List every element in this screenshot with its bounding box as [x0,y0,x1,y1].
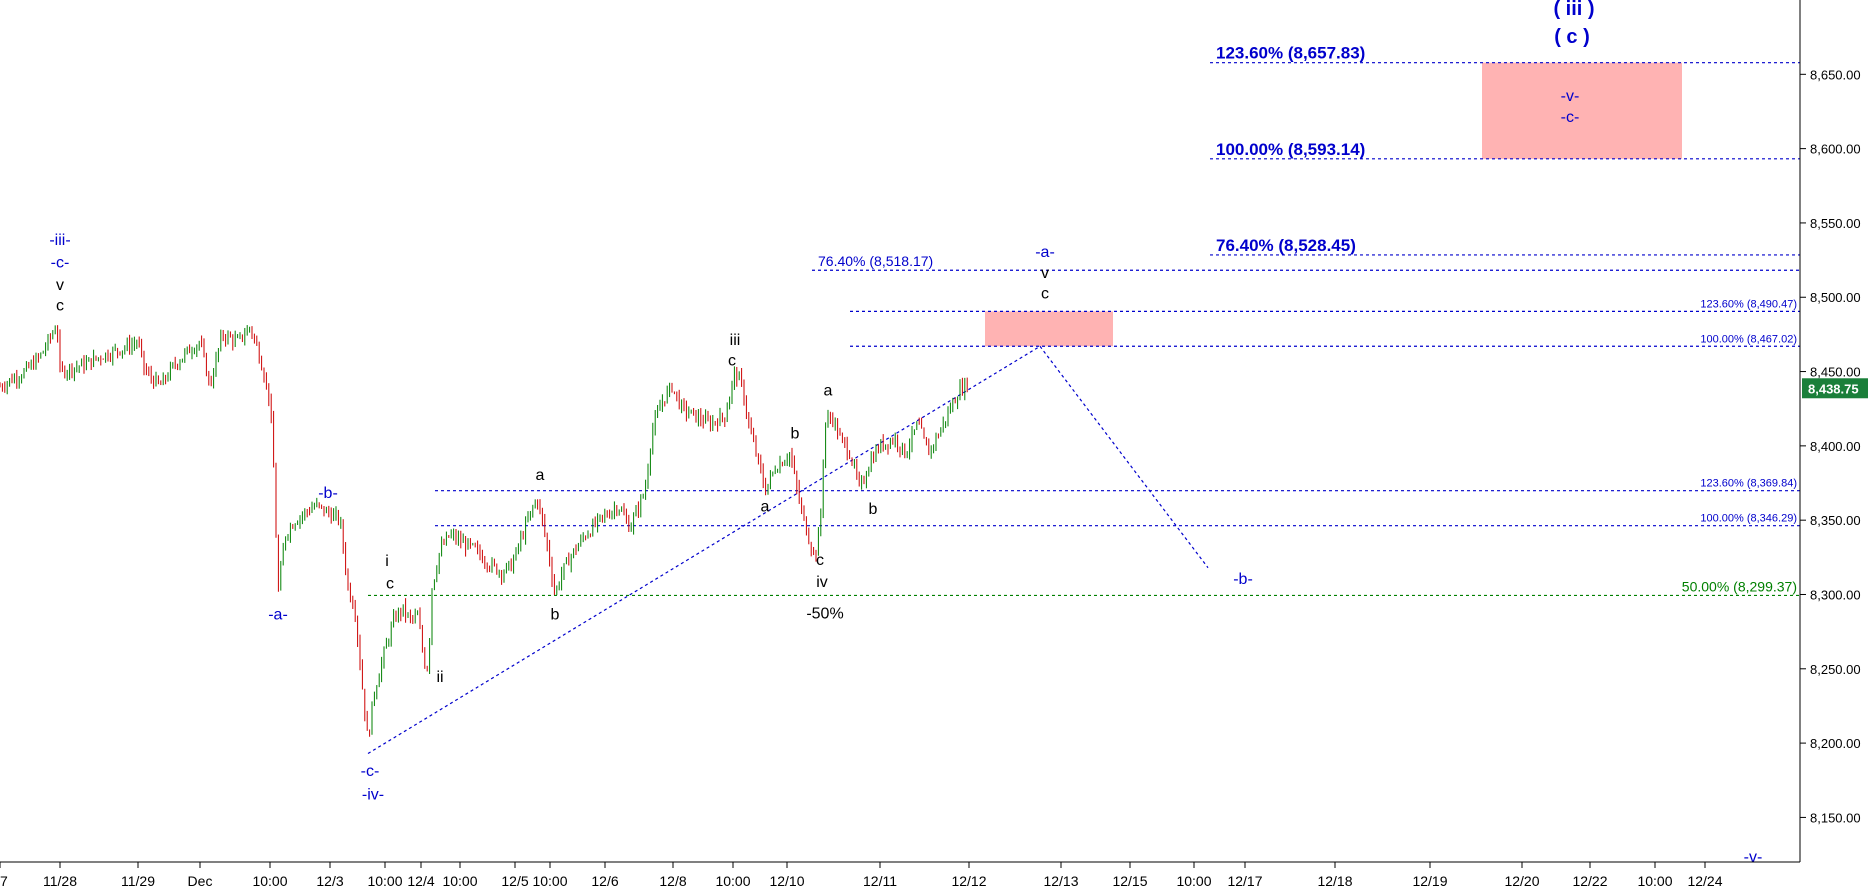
x-tick-label: 12/12 [951,873,986,889]
y-tick-label: 8,350.00 [1810,513,1861,528]
wave-label: iii [730,332,741,349]
x-tick-label: 10:00 [442,873,477,889]
fib-764-left-label: 76.40% (8,518.17) [818,253,933,269]
wave-label: c [816,552,824,569]
x-tick-label: 12/24 [1687,873,1722,889]
wave-label: ( c ) [1554,26,1590,48]
wave-label: b [791,425,800,442]
price-candles [0,325,968,737]
y-tick-label: 8,600.00 [1810,142,1861,157]
x-tick-label: 12/4 [407,873,434,889]
y-tick-label: 8,550.00 [1810,216,1861,231]
wave-label: -c- [1561,109,1580,126]
x-tick-label: 27 [0,873,8,889]
x-tick-label: 10:00 [715,873,750,889]
target-upper-box [1482,62,1682,159]
x-tick-label: Dec [188,873,213,889]
x-tick-label: 10:00 [252,873,287,889]
wave-label: -b- [1233,571,1253,588]
y-tick-label: 8,250.00 [1810,662,1861,677]
wave-label: -v- [1561,88,1580,105]
last-price-badge [1802,378,1868,399]
fib-100-mid-label: 100.00% (8,467.02) [1700,333,1797,345]
trendline [367,345,1041,755]
wave-label: a [824,382,833,399]
wave-label: v [56,277,64,294]
wave-label: -a- [268,607,288,624]
y-tick-label: 8,500.00 [1810,290,1861,305]
x-tick-label: 12/13 [1043,873,1078,889]
target-lower-box [985,311,1113,347]
x-tick-label: 12/10 [769,873,804,889]
x-tick-label: 12/5 [501,873,528,889]
x-tick-label: 12/17 [1227,873,1262,889]
wave-label: -c- [361,763,380,780]
wave-label: -v- [1744,849,1763,866]
target-boxes [985,62,1682,347]
wave-label: -iii- [49,232,70,249]
y-tick-label: 8,150.00 [1810,810,1861,825]
x-tick-label: 12/20 [1504,873,1539,889]
x-tick-label: 12/3 [316,873,343,889]
x-tick-label: 12/15 [1112,873,1147,889]
x-tick-label: 11/29 [121,873,155,889]
wave-label: -b- [318,485,338,502]
wave-label: a [761,498,770,515]
wave-label: ( iii ) [1553,0,1594,20]
fib-123-left-label: 123.60% (8,657.83) [1216,44,1365,63]
wave-label: -a- [1035,244,1055,261]
x-tick-label: 10:00 [1637,873,1672,889]
x-tick-label: 12/18 [1317,873,1352,889]
wave-label: c [56,298,64,315]
fib-764-right-label: 76.40% (8,528.45) [1216,236,1356,255]
y-tick-label: 8,200.00 [1810,736,1861,751]
wave-label: ii [436,669,443,686]
projection-lines [367,345,1209,755]
x-tick-label: 12/22 [1572,873,1607,889]
y-tick-label: 8,450.00 [1810,365,1861,380]
wave-label: v [1041,265,1049,282]
wave-label: b [869,501,878,518]
x-tick-label: 11/28 [43,873,77,889]
wave-label: c [1041,286,1049,303]
x-tick-label: 10:00 [532,873,567,889]
wave-label: -iv- [362,787,384,804]
x-tick-label: 10:00 [367,873,402,889]
x-tick-label: 10:00 [1176,873,1211,889]
y-tick-label: 8,650.00 [1810,67,1861,82]
fib-1236-low-label: 123.60% (8,369.84) [1700,478,1797,490]
projection-down [1039,345,1209,569]
fib-1236-mid-label: 123.60% (8,490.47) [1700,298,1797,310]
wave-label: i [385,553,389,570]
y-tick-label: 8,400.00 [1810,439,1861,454]
wave-label: -c- [51,255,70,272]
fib-levels: 123.60% (8,657.83) 100.00% (8,593.14) 76.4… [368,44,1800,597]
wave-label: c [728,353,736,370]
fib-100-left-label: 100.00% (8,593.14) [1216,140,1365,159]
x-tick-label: 12/8 [659,873,686,889]
wave-label: a [536,467,545,484]
x-tick-label: 12/11 [863,873,897,889]
last-price-label: 8,438.75 [1808,381,1859,396]
wave-label: -50% [806,605,843,622]
fib-50-label: 50.00% (8,299.37) [1682,578,1797,594]
wave-label: c [386,576,394,593]
y-tick-label: 8,300.00 [1810,587,1861,602]
x-tick-label: 12/19 [1412,873,1447,889]
fib-100-low-label: 100.00% (8,346.29) [1700,513,1797,525]
wave-labels: -iii--c-vc-b--a-icii-c--iv-abiiicbaabciv… [49,0,1762,866]
x-tick-label: 12/6 [591,873,618,889]
wave-label: iv [816,574,828,591]
wave-label: b [551,607,560,624]
